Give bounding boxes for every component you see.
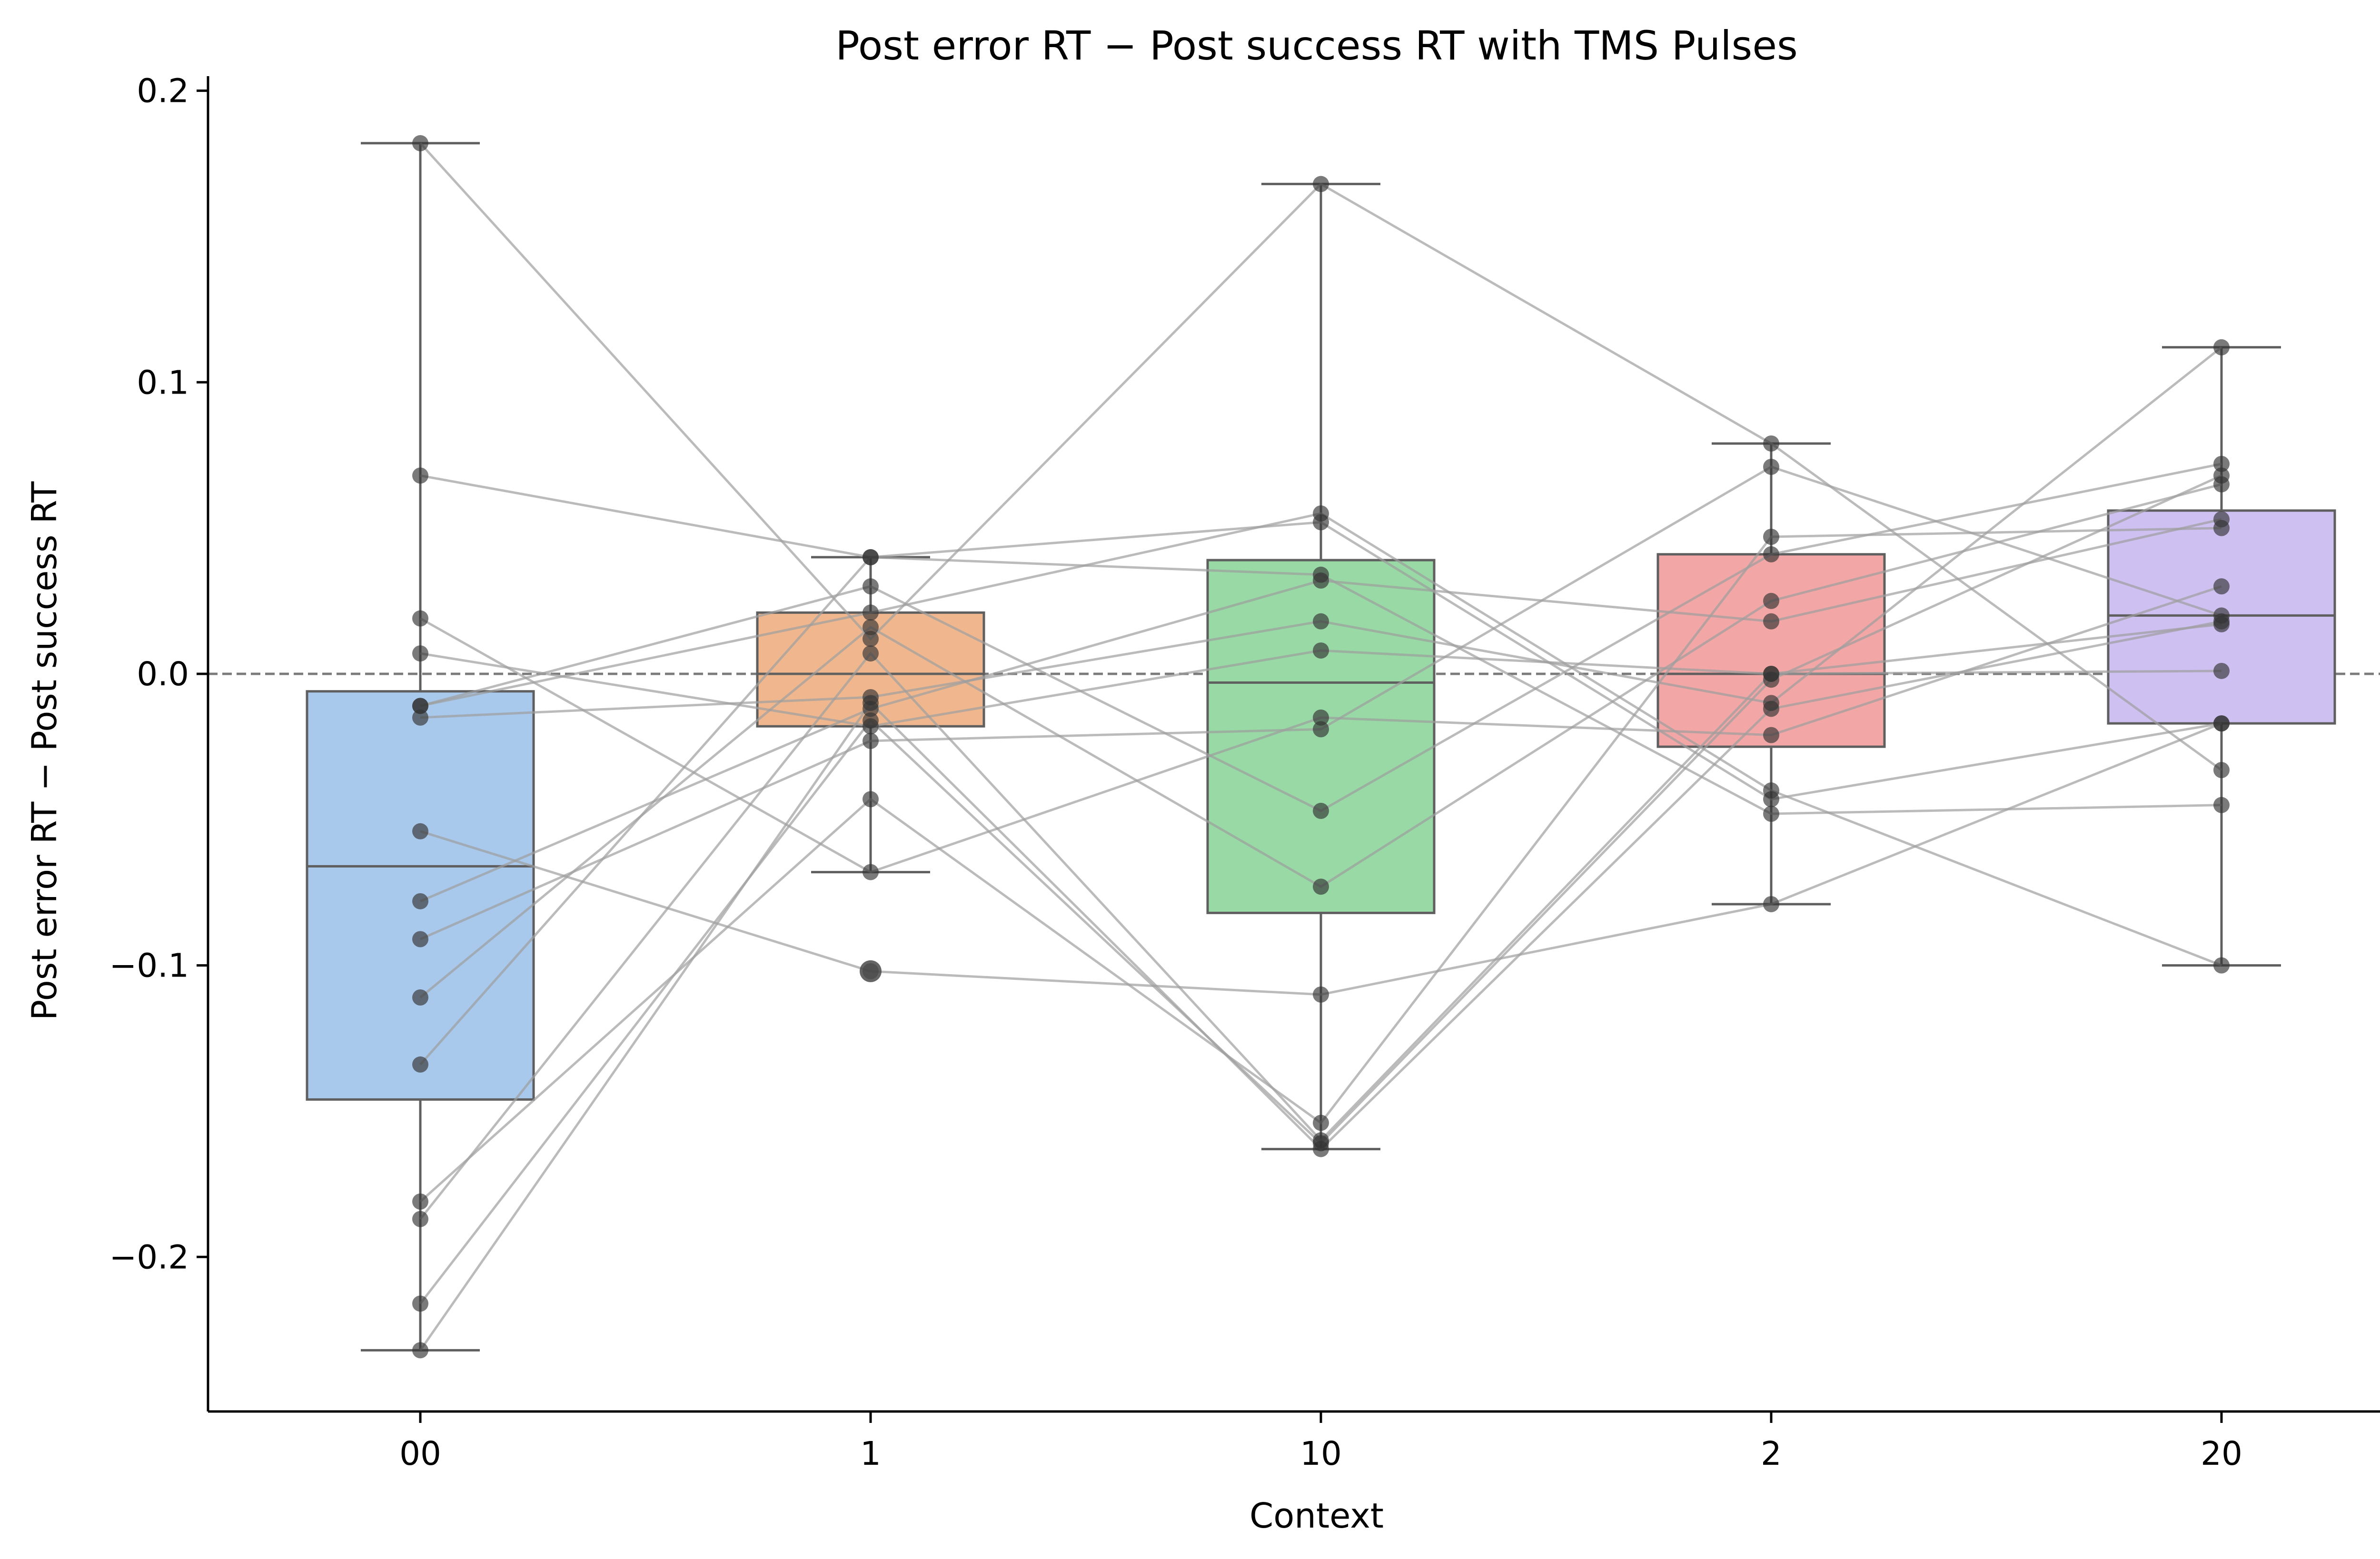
data-point bbox=[863, 604, 879, 621]
chart-title: Post error RT − Post success RT with TMS… bbox=[835, 22, 1798, 69]
y-tick-label: −0.1 bbox=[109, 947, 189, 985]
data-point bbox=[1763, 529, 1779, 545]
data-point bbox=[1313, 802, 1329, 819]
data-point bbox=[2213, 520, 2230, 536]
data-point bbox=[412, 610, 428, 627]
data-point bbox=[412, 1342, 428, 1359]
data-point bbox=[863, 791, 879, 808]
data-point bbox=[1313, 613, 1329, 630]
data-point bbox=[1313, 566, 1329, 583]
data-point bbox=[2213, 797, 2230, 813]
data-point bbox=[2213, 613, 2230, 630]
data-point bbox=[1763, 806, 1779, 822]
data-point bbox=[863, 695, 879, 711]
data-point bbox=[2213, 762, 2230, 779]
data-point bbox=[412, 931, 428, 947]
data-point bbox=[1313, 505, 1329, 522]
data-point bbox=[1763, 546, 1779, 562]
data-point bbox=[863, 549, 879, 565]
y-tick-label: 0.1 bbox=[137, 364, 189, 402]
data-point bbox=[1763, 458, 1779, 475]
data-point bbox=[1763, 613, 1779, 630]
data-point bbox=[1313, 709, 1329, 726]
data-point bbox=[412, 989, 428, 1006]
data-point bbox=[863, 645, 879, 662]
data-point bbox=[1763, 896, 1779, 912]
data-point bbox=[412, 1295, 428, 1312]
data-point bbox=[412, 893, 428, 909]
data-point bbox=[1763, 671, 1779, 688]
x-tick-label: 00 bbox=[399, 1435, 441, 1473]
data-point bbox=[2213, 339, 2230, 355]
data-point bbox=[412, 645, 428, 662]
data-point bbox=[1313, 1115, 1329, 1131]
x-tick-label: 2 bbox=[1761, 1435, 1782, 1473]
data-point bbox=[1313, 721, 1329, 738]
data-point bbox=[412, 823, 428, 839]
data-point bbox=[412, 1056, 428, 1073]
x-tick-label: 1 bbox=[860, 1435, 881, 1473]
data-point bbox=[2213, 578, 2230, 595]
data-point bbox=[1313, 642, 1329, 659]
data-point bbox=[1763, 727, 1779, 743]
data-point bbox=[863, 864, 879, 880]
data-point bbox=[1763, 782, 1779, 799]
data-point bbox=[863, 619, 879, 635]
data-point bbox=[1763, 592, 1779, 609]
x-tick-label: 10 bbox=[1300, 1435, 1342, 1473]
data-point bbox=[2213, 957, 2230, 974]
data-point bbox=[863, 712, 879, 729]
x-tick-label: 20 bbox=[2201, 1435, 2242, 1473]
y-tick-label: −0.2 bbox=[109, 1238, 189, 1276]
data-point bbox=[2213, 467, 2230, 484]
data-point bbox=[863, 578, 879, 595]
data-point bbox=[412, 467, 428, 484]
plot-area: 0.2 0.1 0.0 −0.1 −0.2 00 1 10 2 20 bbox=[109, 72, 2380, 1473]
data-point bbox=[863, 732, 879, 749]
y-tick-label: 0.0 bbox=[137, 655, 189, 693]
data-point bbox=[1763, 435, 1779, 452]
subject-points bbox=[412, 135, 2230, 1359]
data-point bbox=[2213, 455, 2230, 472]
data-point bbox=[1313, 176, 1329, 192]
data-point bbox=[2213, 662, 2230, 679]
data-point bbox=[412, 709, 428, 726]
box-2 bbox=[1656, 553, 1886, 748]
box-group bbox=[306, 142, 2336, 1352]
x-axis-label: Context bbox=[1250, 1496, 1384, 1536]
data-point bbox=[412, 698, 428, 714]
data-point bbox=[2213, 715, 2230, 732]
data-point bbox=[1763, 701, 1779, 717]
data-point bbox=[1313, 986, 1329, 1003]
data-point bbox=[863, 631, 879, 647]
data-point bbox=[412, 1193, 428, 1210]
data-point bbox=[1313, 1141, 1329, 1157]
y-tick-label: 0.2 bbox=[137, 72, 189, 110]
data-point bbox=[1313, 878, 1329, 895]
data-point bbox=[412, 1211, 428, 1227]
outlier-point bbox=[860, 960, 882, 982]
data-point bbox=[412, 135, 428, 151]
y-axis-label: Post error RT − Post success RT bbox=[24, 481, 64, 1020]
